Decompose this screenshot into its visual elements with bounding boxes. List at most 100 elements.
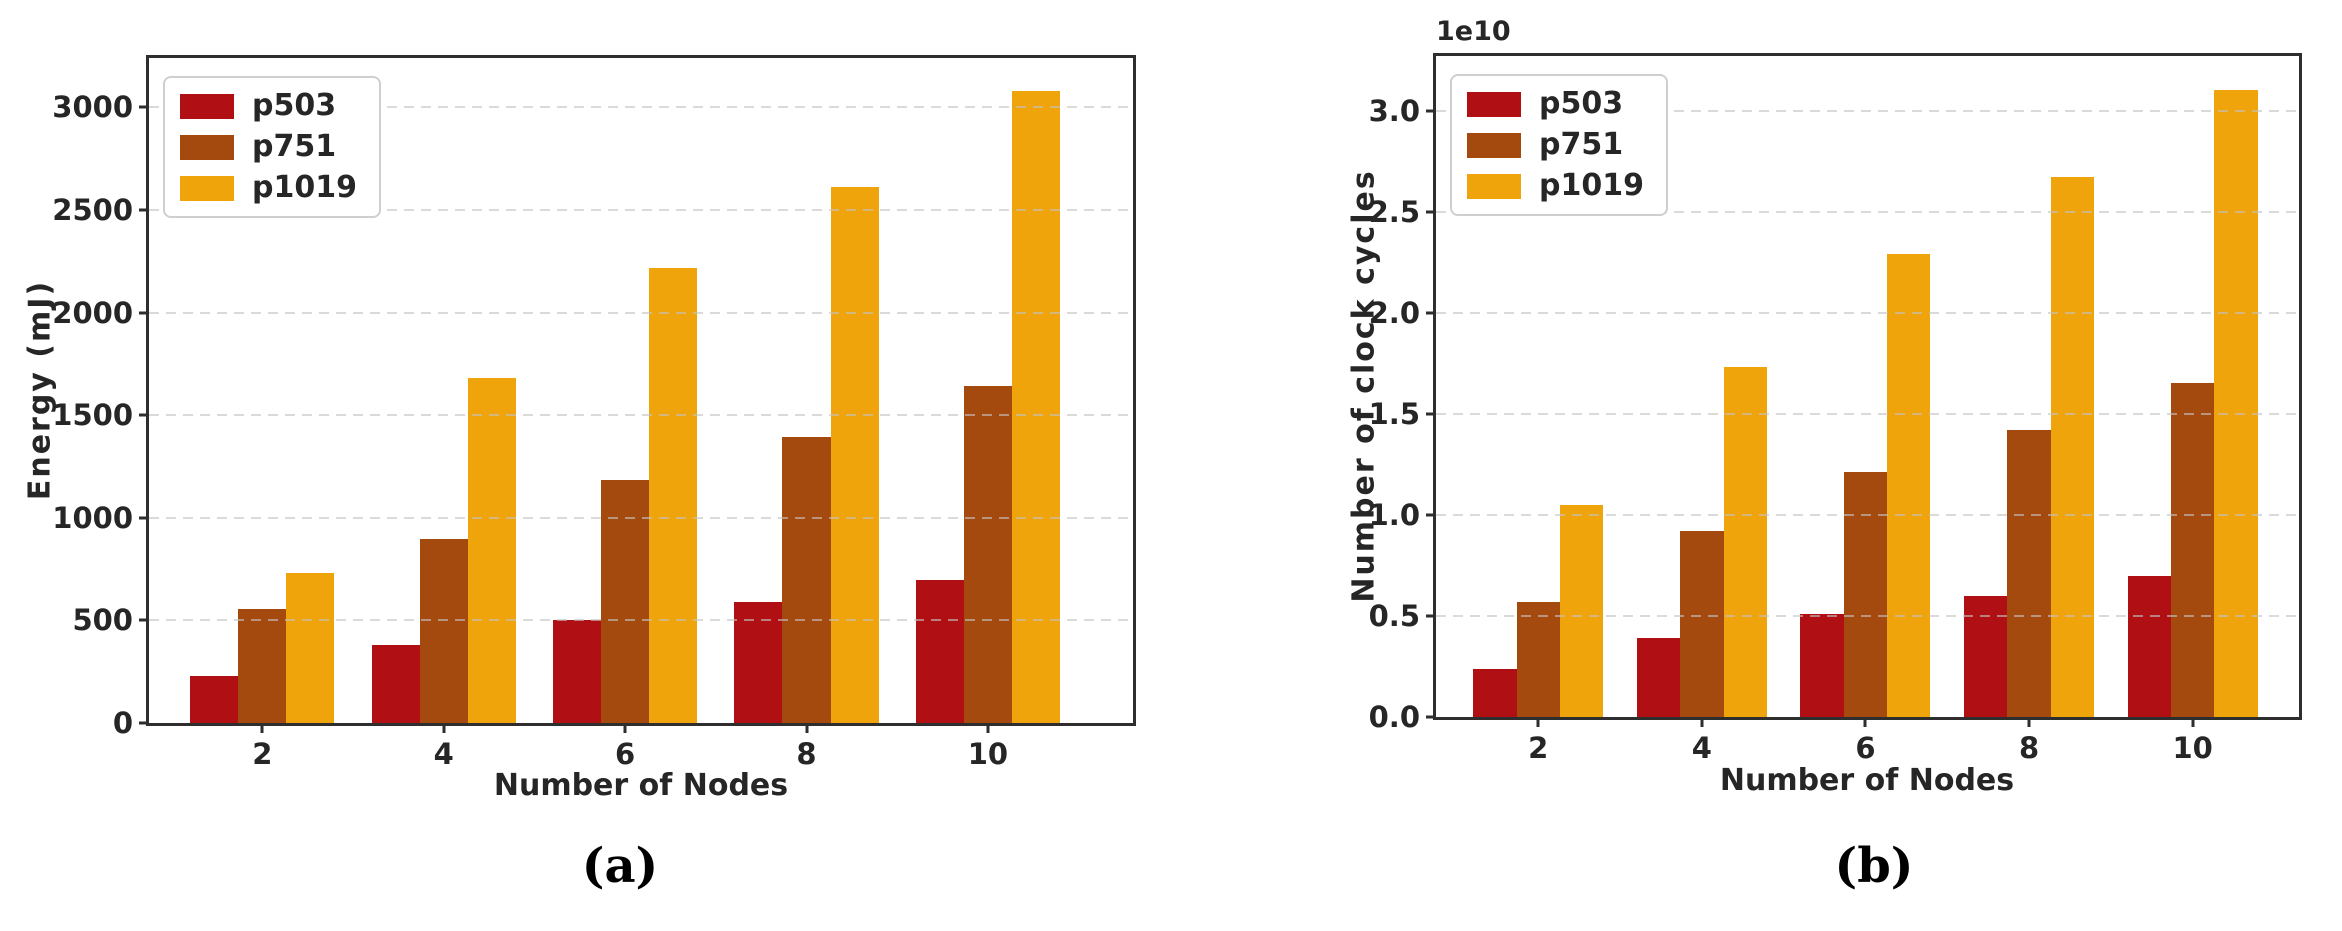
bar-p1019-nodes-10 — [1011, 90, 1060, 723]
bar-p1019-nodes-2 — [1559, 504, 1604, 717]
bar-p503-nodes-10 — [2127, 575, 2171, 717]
x-tick-mark — [1536, 717, 1540, 727]
legend-swatch-p751 — [180, 134, 234, 160]
y-tick-label: 500 — [72, 603, 133, 638]
legend-swatch-p503 — [1467, 91, 1521, 117]
y-tick-label: 1.0 — [1368, 497, 1420, 532]
x-tick-label: 2 — [1528, 731, 1549, 765]
x-tick-label: 4 — [433, 737, 454, 771]
bar-p1019-nodes-4 — [467, 378, 516, 723]
x-tick-label: 2 — [252, 737, 273, 771]
x-tick-label: 6 — [615, 737, 636, 771]
bar-p751-nodes-4 — [419, 539, 468, 723]
caption-b: (b) — [1834, 838, 1914, 894]
x-tick-label: 4 — [1691, 731, 1712, 765]
x-tick-mark — [986, 723, 990, 733]
legend-item-p503: p503 — [180, 91, 357, 121]
legend-swatch-p1019 — [1467, 173, 1521, 199]
bar-p1019-nodes-10 — [2214, 90, 2258, 717]
legend-item-p751: p751 — [1467, 130, 1644, 160]
y-tick-mark — [139, 105, 149, 109]
y-tick-label: 3000 — [52, 90, 133, 125]
y-tick-mark — [1426, 715, 1436, 719]
y-tick-label: 1500 — [52, 398, 133, 433]
x-tick-label: 6 — [1855, 731, 1876, 765]
legend-label: p751 — [252, 129, 337, 164]
bar-p503-nodes-8 — [1964, 595, 2008, 717]
x-tick-mark — [1863, 717, 1867, 727]
legend-swatch-p1019 — [180, 175, 234, 201]
bar-p503-nodes-2 — [190, 675, 239, 723]
y-axis-label-clock-cycles: Number of clock cycles — [1346, 169, 1382, 603]
bar-p751-nodes-10 — [963, 386, 1012, 723]
bar-p503-nodes-2 — [1473, 668, 1517, 717]
x-tick-label: 10 — [2172, 731, 2213, 765]
bar-p1019-nodes-2 — [286, 573, 335, 723]
y-axis-offset-multiplier-b: 1e10 — [1436, 16, 1511, 47]
legend-item-p503: p503 — [1467, 89, 1644, 119]
x-tick-mark — [805, 723, 808, 733]
bar-p751-nodes-6 — [1843, 472, 1888, 717]
bar-p751-nodes-8 — [2007, 429, 2051, 717]
legend-item-p1019: p1019 — [180, 173, 357, 203]
y-tick-mark — [1426, 614, 1436, 618]
bar-p1019-nodes-6 — [649, 268, 698, 723]
y-tick-mark — [139, 721, 149, 725]
x-tick-label: 8 — [2018, 731, 2040, 765]
y-tick-mark — [1426, 513, 1436, 517]
legend-label: p751 — [1539, 127, 1624, 162]
bar-p751-nodes-2 — [1516, 601, 1560, 717]
legend-swatch-p751 — [1467, 132, 1521, 158]
bar-p1019-nodes-4 — [1723, 367, 1767, 717]
legend-label: p1019 — [252, 170, 357, 205]
y-tick-label: 2.5 — [1368, 194, 1420, 229]
y-tick-label: 0.5 — [1368, 598, 1420, 633]
x-tick-mark — [1700, 717, 1704, 727]
y-tick-mark — [139, 311, 149, 314]
y-tick-label: 0 — [112, 706, 133, 740]
bar-p751-nodes-8 — [782, 436, 831, 723]
x-tick-mark — [623, 723, 627, 733]
legend-a: p503 p751 p1019 — [163, 76, 381, 218]
bar-p751-nodes-10 — [2170, 383, 2215, 717]
y-tick-label: 1000 — [52, 500, 133, 535]
bar-p503-nodes-6 — [553, 620, 602, 723]
x-tick-mark — [2027, 717, 2031, 727]
x-tick-mark — [2191, 717, 2195, 727]
caption-a: (a) — [581, 838, 659, 894]
y-tick-label: 1.5 — [1368, 396, 1420, 431]
x-tick-label: 8 — [796, 737, 817, 771]
plot-area-a: p503 p751 p1019 0 500 1000 1500 2000 2500 3000 2 4… — [52, 55, 1136, 771]
y-tick-label: 2500 — [52, 192, 133, 227]
y-tick-label: 0.0 — [1368, 700, 1420, 734]
bar-p751-nodes-4 — [1680, 531, 1724, 717]
bar-p1019-nodes-8 — [2050, 177, 2095, 717]
y-tick-mark — [1426, 412, 1436, 416]
legend-label: p1019 — [1539, 168, 1644, 203]
bar-p503-nodes-4 — [1636, 638, 1681, 717]
bar-p503-nodes-4 — [371, 645, 420, 723]
legend-label: p503 — [1539, 86, 1624, 121]
x-axis-label-a: Number of Nodes — [493, 768, 789, 803]
gridline-y-2 — [1436, 311, 2299, 314]
plot-area-b: p503 p751 p1019 0.0 0.5 1.0 1.5 2.0 2.5 3.0 2 4 6 8 1… — [1369, 53, 2302, 765]
gridline-y-1.5 — [1436, 412, 2299, 415]
legend-b: p503 p751 p1019 — [1450, 74, 1668, 216]
x-tick-label: 10 — [967, 737, 1009, 771]
bar-p1019-nodes-8 — [830, 187, 879, 723]
legend-label: p503 — [252, 88, 337, 123]
bar-p1019-nodes-6 — [1887, 254, 1931, 717]
y-tick-label: 3.0 — [1368, 93, 1420, 128]
x-axis-label-b: Number of Nodes — [1719, 763, 2015, 798]
y-tick-mark — [1426, 210, 1436, 214]
legend-swatch-p503 — [180, 93, 234, 119]
y-tick-mark — [139, 618, 149, 622]
bar-p503-nodes-6 — [1800, 613, 1844, 717]
y-tick-mark — [139, 413, 149, 417]
y-tick-label: 2.0 — [1368, 295, 1420, 330]
x-tick-mark — [260, 723, 264, 733]
y-tick-mark — [139, 208, 149, 212]
x-tick-mark — [442, 723, 446, 733]
bar-p503-nodes-10 — [915, 580, 964, 723]
